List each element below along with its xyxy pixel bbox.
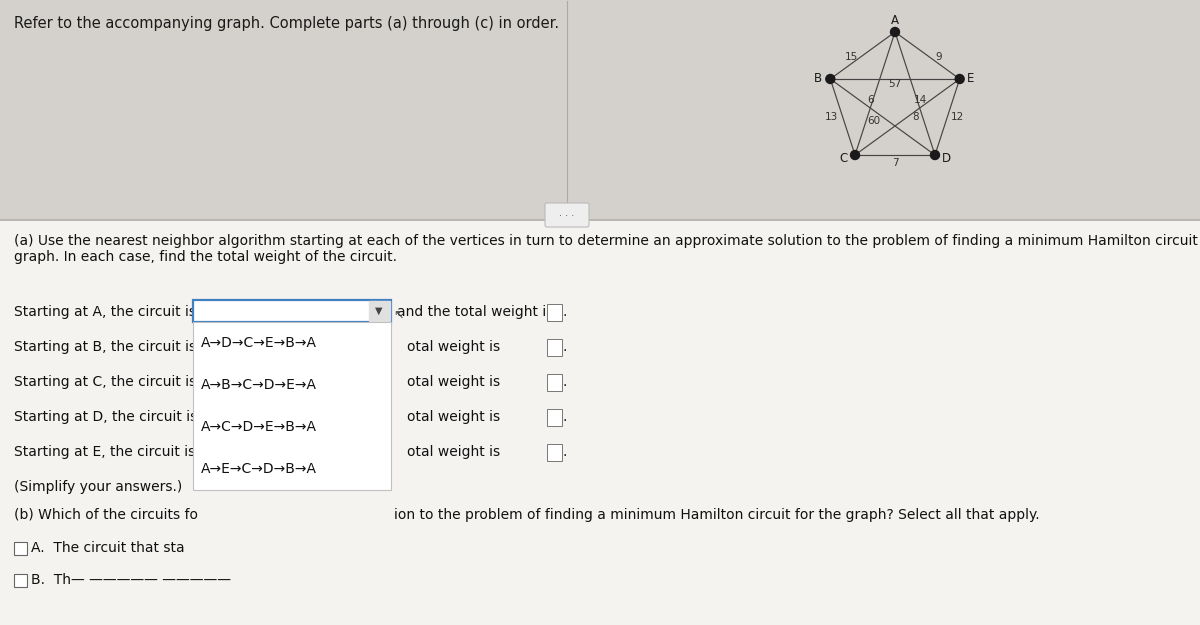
Circle shape [826, 74, 835, 84]
Text: Starting at A, the circuit is: Starting at A, the circuit is [14, 305, 196, 319]
Text: otal weight is: otal weight is [407, 340, 500, 354]
Text: 14: 14 [913, 94, 926, 104]
Text: 57: 57 [888, 79, 901, 89]
Text: Starting at B, the circuit is: Starting at B, the circuit is [14, 340, 196, 354]
Text: A→D→C→E→B→A: A→D→C→E→B→A [202, 336, 317, 350]
Text: 8: 8 [912, 112, 919, 122]
Text: 60: 60 [868, 116, 881, 126]
FancyBboxPatch shape [547, 339, 562, 356]
Text: ▼: ▼ [376, 306, 383, 316]
Text: 15: 15 [845, 52, 858, 62]
Text: · · ·: · · · [559, 211, 575, 221]
FancyBboxPatch shape [547, 409, 562, 426]
Text: .: . [563, 305, 568, 319]
Bar [14, 541, 28, 554]
Text: .: . [563, 340, 568, 354]
Text: 6: 6 [868, 94, 875, 104]
Text: A.  The circuit that sta: A. The circuit that sta [31, 541, 185, 555]
Bar [370, 301, 390, 321]
Bar [0, 0, 1200, 220]
Text: A→C→D→E→B→A: A→C→D→E→B→A [202, 420, 317, 434]
Text: B: B [815, 72, 822, 86]
Text: 12: 12 [950, 112, 964, 122]
Text: otal weight is: otal weight is [407, 410, 500, 424]
Bar [193, 322, 391, 490]
Text: D: D [942, 151, 950, 164]
Circle shape [890, 28, 900, 36]
Text: A→B→C→D→E→A: A→B→C→D→E→A [202, 378, 317, 392]
Text: Starting at E, the circuit is: Starting at E, the circuit is [14, 445, 196, 459]
Text: .: . [563, 410, 568, 424]
Text: ion to the problem of finding a minimum Hamilton circuit for the graph? Select a: ion to the problem of finding a minimum … [394, 508, 1039, 522]
Circle shape [851, 151, 859, 159]
Text: A: A [890, 14, 899, 26]
FancyBboxPatch shape [547, 374, 562, 391]
Text: Starting at D, the circuit is: Starting at D, the circuit is [14, 410, 197, 424]
Text: Refer to the accompanying graph. Complete parts (a) through (c) in order.: Refer to the accompanying graph. Complet… [14, 16, 559, 31]
Text: ↖: ↖ [394, 309, 403, 321]
Bar [0, 220, 1200, 625]
Text: Starting at C, the circuit is: Starting at C, the circuit is [14, 375, 197, 389]
Text: 13: 13 [826, 112, 839, 122]
Text: A→E→C→D→B→A: A→E→C→D→B→A [202, 462, 317, 476]
Bar [14, 574, 28, 586]
FancyBboxPatch shape [547, 444, 562, 461]
Text: .: . [563, 375, 568, 389]
FancyBboxPatch shape [547, 304, 562, 321]
Text: otal weight is: otal weight is [407, 375, 500, 389]
Text: C: C [839, 151, 847, 164]
Text: and the total weight is: and the total weight is [397, 305, 553, 319]
Text: (Simplify your answers.): (Simplify your answers.) [14, 480, 182, 494]
FancyBboxPatch shape [193, 300, 391, 322]
FancyBboxPatch shape [545, 203, 589, 227]
Circle shape [955, 74, 964, 84]
Text: 7: 7 [892, 158, 899, 168]
Bar [193, 322, 391, 490]
Text: (a) Use the nearest neighbor algorithm starting at each of the vertices in turn : (a) Use the nearest neighbor algorithm s… [14, 234, 1200, 264]
Text: (b) Which of the circuits fo: (b) Which of the circuits fo [14, 508, 198, 522]
Text: 9: 9 [935, 52, 942, 62]
Text: B.  Th— ————— —————: B. Th— ————— ————— [31, 573, 230, 587]
Circle shape [930, 151, 940, 159]
Text: E: E [967, 72, 974, 86]
Text: .: . [563, 445, 568, 459]
Text: otal weight is: otal weight is [407, 445, 500, 459]
